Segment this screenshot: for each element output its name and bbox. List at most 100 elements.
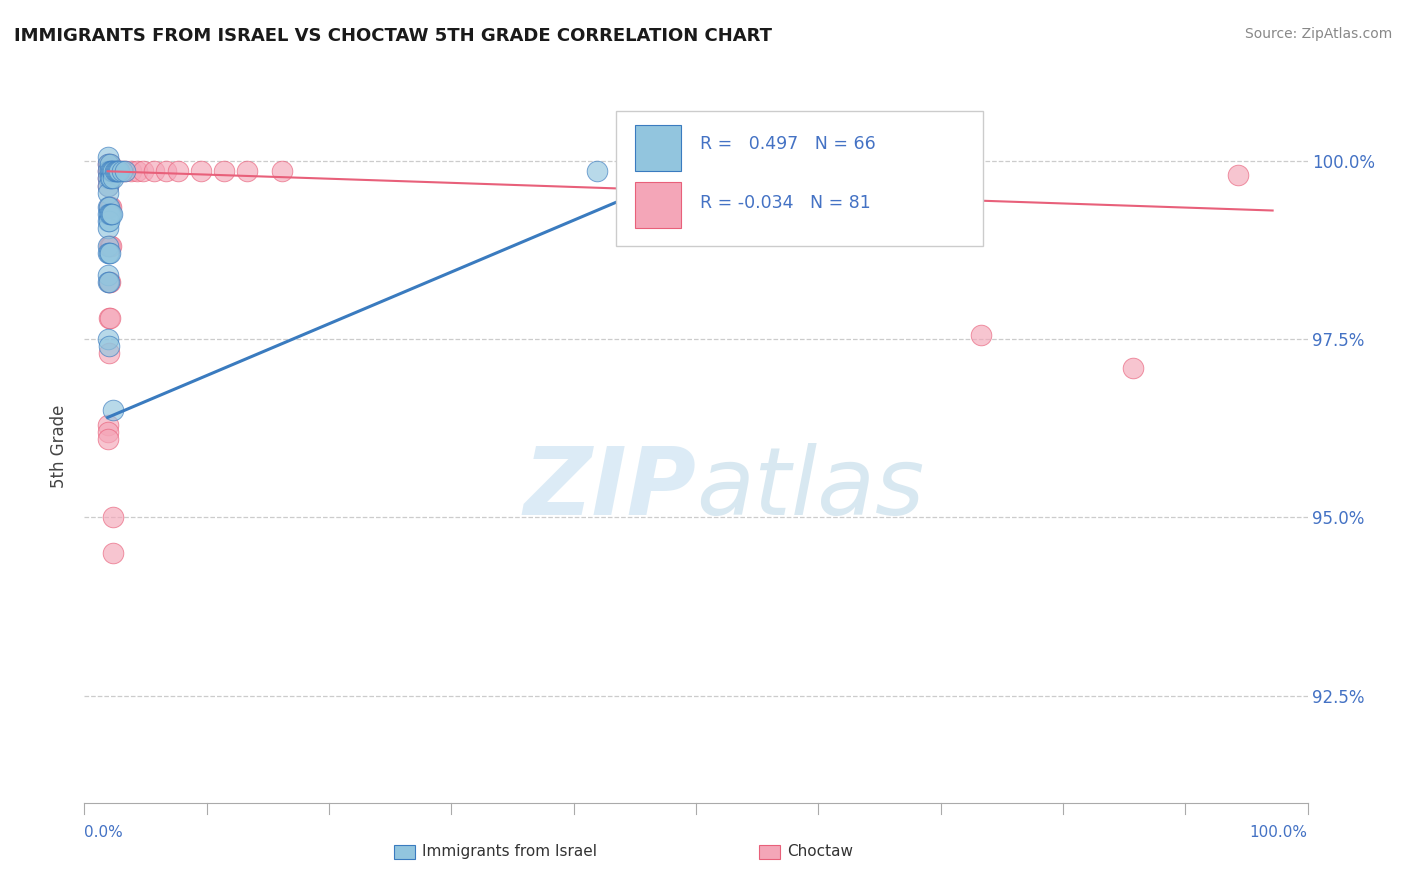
Point [103,510,125,524]
Point [97,207,120,221]
Point [586,164,609,178]
Point [97,275,120,289]
Point [104,164,127,178]
Point [97,157,120,171]
Point [98,207,121,221]
Point [101,164,124,178]
Point [100,164,122,178]
Point [100,239,122,253]
Point [1122,360,1144,375]
Point [98,157,121,171]
Point [97,200,120,214]
Point [97,150,120,164]
Point [98,310,121,325]
Text: Immigrants from Israel: Immigrants from Israel [422,845,596,859]
Point [97,239,120,253]
Point [97,425,120,439]
Point [108,164,131,178]
Point [97,157,120,171]
Point [97,164,120,178]
Point [97,246,120,260]
Point [97,275,120,289]
Text: IMMIGRANTS FROM ISRAEL VS CHOCTAW 5TH GRADE CORRELATION CHART: IMMIGRANTS FROM ISRAEL VS CHOCTAW 5TH GR… [14,27,772,45]
Text: ZIP: ZIP [523,442,696,535]
Point [105,164,128,178]
Point [98,246,121,260]
Point [105,164,128,178]
Point [97,239,120,253]
Point [103,164,125,178]
Point [97,268,120,282]
Text: R = -0.034   N = 81: R = -0.034 N = 81 [700,194,870,212]
FancyBboxPatch shape [616,111,983,246]
Point [97,417,120,432]
Point [98,171,121,186]
Point [97,164,120,178]
Point [97,171,120,186]
Point [236,164,259,178]
Point [131,164,153,178]
Point [97,214,120,228]
Point [104,164,127,178]
Point [190,164,212,178]
Point [98,164,121,178]
Text: R =   0.497   N = 66: R = 0.497 N = 66 [700,136,876,153]
Point [100,171,122,186]
Point [97,310,120,325]
Point [97,171,120,186]
Point [1226,168,1249,182]
Point [97,214,120,228]
Point [103,164,125,178]
Point [97,275,120,289]
Point [98,200,121,214]
Point [97,178,120,193]
Text: Source: ZipAtlas.com: Source: ZipAtlas.com [1244,27,1392,41]
Point [103,546,125,560]
Text: atlas: atlas [696,443,924,534]
Point [155,164,177,178]
Point [97,157,120,171]
Point [98,275,121,289]
FancyBboxPatch shape [636,182,682,228]
Point [97,339,120,353]
Point [120,164,142,178]
Point [108,164,131,178]
Point [97,207,120,221]
Point [97,200,120,214]
Text: Choctaw: Choctaw [787,845,853,859]
Point [104,164,127,178]
Point [100,200,122,214]
Point [100,207,122,221]
Point [104,164,127,178]
Point [98,239,121,253]
Point [271,164,294,178]
Point [97,221,120,235]
Point [125,164,148,178]
Point [111,164,134,178]
Point [101,164,124,178]
Point [107,164,129,178]
Point [103,403,125,417]
Point [166,164,188,178]
Point [103,171,125,186]
FancyBboxPatch shape [636,125,682,171]
Point [970,328,993,343]
Point [97,432,120,446]
Point [101,207,124,221]
Point [111,164,134,178]
Point [143,164,166,178]
Point [212,164,235,178]
Point [97,246,120,260]
Point [97,332,120,346]
Point [97,178,120,193]
Point [98,164,121,178]
Point [97,200,120,214]
Y-axis label: 5th Grade: 5th Grade [51,404,69,488]
Point [114,164,136,178]
Point [98,157,121,171]
Point [100,164,122,178]
Point [114,164,136,178]
Text: 100.0%: 100.0% [1250,825,1308,840]
Point [97,186,120,200]
Point [97,164,120,178]
